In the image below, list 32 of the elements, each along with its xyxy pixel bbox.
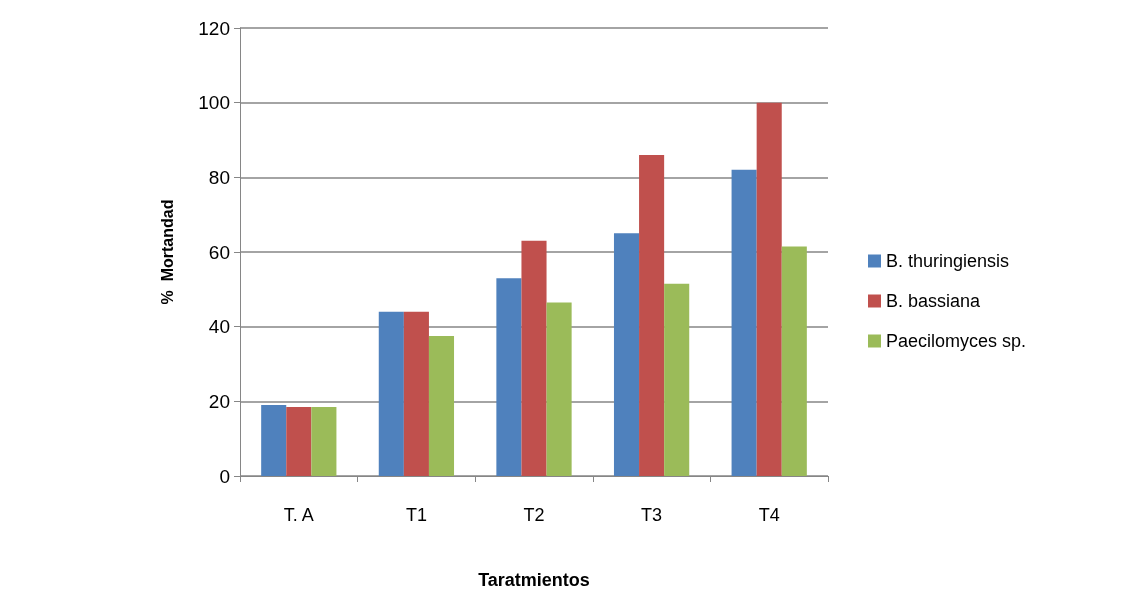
- y-tick-label: 40: [208, 316, 230, 338]
- y-tick-label: 100: [198, 92, 230, 114]
- bar: [613, 233, 640, 476]
- bar: [261, 405, 287, 476]
- x-tick-label: T. A: [283, 505, 314, 525]
- bar: [756, 102, 782, 476]
- legend-label: Paecilomyces sp.: [886, 331, 1027, 351]
- bar: [378, 311, 404, 476]
- y-tick-label: 60: [208, 241, 230, 263]
- x-tick-label: T3: [641, 505, 663, 525]
- x-tick-label: T4: [758, 505, 780, 525]
- bar: [781, 246, 807, 476]
- y-tick-label: 120: [198, 17, 230, 39]
- legend-label: B. bassiana: [886, 291, 982, 311]
- bar: [428, 336, 455, 476]
- bar: [639, 154, 665, 476]
- y-axis-title: % Mortandad: [158, 199, 176, 305]
- bar: [546, 302, 572, 476]
- bar: [311, 406, 337, 476]
- y-tick-label: 20: [208, 390, 230, 412]
- x-tick-label: T1: [405, 505, 427, 525]
- bar: [731, 169, 757, 476]
- bar: [403, 311, 429, 476]
- bar: [286, 406, 312, 476]
- y-tick-label: 0: [219, 465, 230, 487]
- legend-label: B. thuringiensis: [886, 251, 1010, 271]
- bar: [521, 240, 547, 476]
- bar: [496, 278, 522, 476]
- x-tick-label: T2: [523, 505, 545, 525]
- bar: [664, 283, 690, 476]
- x-axis-title: Taratmientos: [478, 570, 590, 590]
- y-tick-label: 80: [208, 166, 230, 188]
